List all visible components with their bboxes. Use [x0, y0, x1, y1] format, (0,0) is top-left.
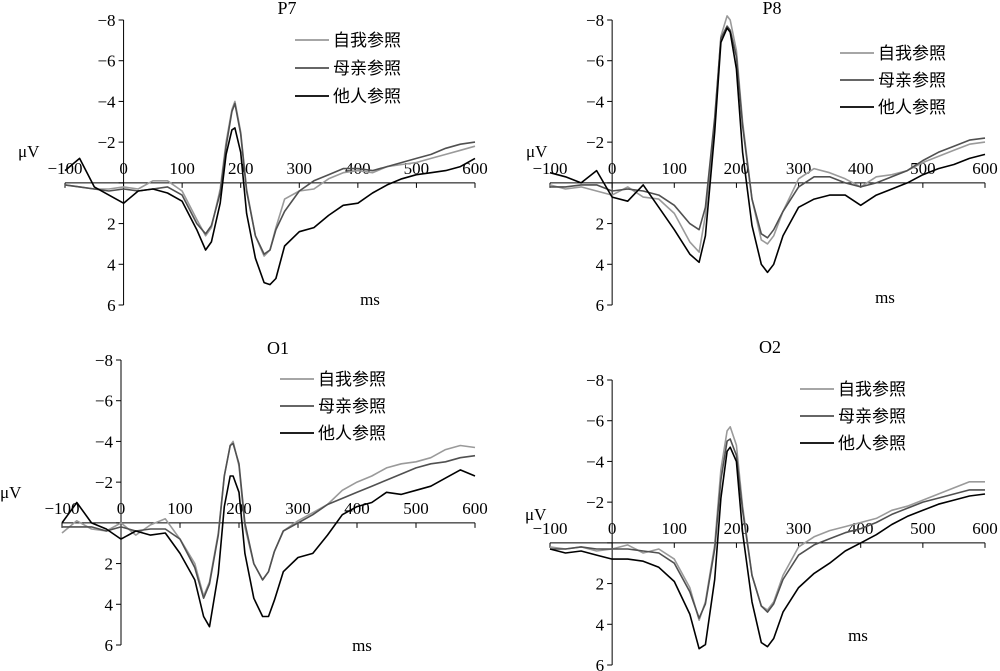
legend-label-mother: 母亲参照 — [333, 59, 401, 79]
y-tick-label: −4 — [95, 432, 114, 451]
x-tick-label: 200 — [228, 159, 254, 178]
series-line-mother — [550, 25, 986, 239]
legend-label-self: 自我参照 — [878, 44, 946, 64]
chart-title: O1 — [267, 338, 289, 358]
series-line-self — [64, 100, 476, 257]
legend-label-other: 他人参照 — [838, 434, 906, 454]
x-tick-label: 300 — [285, 499, 311, 518]
y-axis-unit-label: μV — [525, 505, 547, 524]
chart-title: P7 — [277, 0, 296, 18]
x-axis-unit-label: ms — [848, 626, 868, 645]
x-tick-label: 600 — [972, 159, 998, 178]
legend-label-mother: 母亲参照 — [878, 71, 946, 91]
chart-title: P8 — [762, 0, 781, 18]
y-tick-label: 2 — [596, 215, 605, 234]
chart-title: O2 — [759, 337, 781, 357]
y-axis-unit-label: μV — [18, 142, 40, 161]
legend-label-self: 自我参照 — [838, 380, 906, 400]
x-tick-label: 300 — [786, 159, 812, 178]
y-tick-label: −4 — [97, 92, 116, 111]
x-tick-label: 200 — [226, 499, 252, 518]
y-tick-label: −2 — [95, 473, 113, 492]
y-tick-label: 4 — [596, 615, 605, 634]
y-tick-label: −2 — [586, 133, 604, 152]
legend-label-mother: 母亲参照 — [838, 407, 906, 427]
chart-panel-p8: P8 −8 −6 −4 −2 2 4 6 −100 0 100 200 300 400 500 600 μV ms… — [526, 0, 998, 315]
y-tick-label: −6 — [97, 52, 115, 71]
x-tick-label: 400 — [848, 159, 874, 178]
x-tick-label: 100 — [662, 519, 688, 538]
y-tick-label: −8 — [95, 351, 113, 370]
x-tick-label: 300 — [287, 159, 313, 178]
y-axis-unit-label: μV — [526, 142, 548, 161]
y-tick-label: 4 — [107, 255, 116, 274]
y-tick-label: 2 — [107, 215, 116, 234]
x-tick-label: 100 — [662, 159, 688, 178]
x-tick-label: 200 — [724, 159, 750, 178]
x-tick-label: 0 — [119, 159, 128, 178]
legend-label-other: 他人参照 — [878, 98, 946, 118]
series-line-other — [549, 27, 986, 274]
x-tick-label: 400 — [344, 499, 370, 518]
y-tick-label: −6 — [586, 52, 604, 71]
x-tick-label: −100 — [47, 159, 82, 178]
x-tick-label: 0 — [117, 499, 126, 518]
x-tick-label: 300 — [786, 519, 812, 538]
y-tick-label: 6 — [107, 296, 116, 315]
series-line-other — [64, 127, 476, 286]
x-axis-unit-label: ms — [875, 288, 895, 307]
y-tick-label: 6 — [105, 636, 114, 655]
x-tick-label: 600 — [972, 519, 998, 538]
series-line-mother — [64, 102, 476, 255]
legend-label-self: 自我参照 — [333, 31, 401, 51]
x-tick-label: 500 — [910, 519, 936, 538]
x-tick-label: 0 — [608, 519, 617, 538]
y-tick-label: 2 — [105, 555, 114, 574]
y-tick-label: −2 — [97, 133, 115, 152]
series-line-mother — [550, 438, 985, 620]
legend-label-other: 他人参照 — [318, 424, 386, 444]
legend-label-self: 自我参照 — [318, 370, 386, 390]
y-tick-label: −4 — [586, 452, 605, 471]
x-tick-label: −100 — [532, 519, 567, 538]
legend-label-mother: 母亲参照 — [318, 397, 386, 417]
x-axis-unit-label: ms — [360, 290, 380, 309]
x-tick-label: 500 — [403, 499, 429, 518]
x-tick-label: 100 — [167, 499, 193, 518]
x-tick-label: −100 — [532, 159, 567, 178]
y-tick-label: 6 — [596, 296, 605, 315]
y-tick-label: −6 — [95, 392, 113, 411]
x-tick-label: 0 — [608, 159, 617, 178]
y-tick-label: 2 — [596, 575, 605, 594]
y-tick-label: −2 — [586, 493, 604, 512]
y-axis-unit-label: μV — [0, 483, 22, 502]
x-axis-unit-label: ms — [352, 636, 372, 655]
y-tick-label: 4 — [105, 595, 114, 614]
x-tick-label: 600 — [462, 499, 488, 518]
legend-label-other: 他人参照 — [333, 87, 401, 107]
x-tick-label: 600 — [462, 159, 488, 178]
y-tick-label: −8 — [586, 371, 604, 390]
y-tick-label: 6 — [596, 656, 605, 671]
x-tick-label: 500 — [910, 159, 936, 178]
y-tick-label: −8 — [586, 11, 604, 30]
y-tick-label: −8 — [97, 11, 115, 30]
y-tick-label: 4 — [596, 255, 605, 274]
y-tick-label: −4 — [586, 92, 605, 111]
x-tick-label: −100 — [44, 499, 79, 518]
series-line-other — [549, 446, 986, 650]
y-tick-label: −6 — [586, 412, 604, 431]
x-tick-label: 100 — [169, 159, 195, 178]
series-line-mother — [62, 442, 476, 600]
series-line-other — [61, 469, 476, 628]
chart-panel-o1: O1 −8 −6 −4 −2 2 4 6 −100 0 100 200 300 400 500 600 μV ms… — [0, 338, 488, 655]
